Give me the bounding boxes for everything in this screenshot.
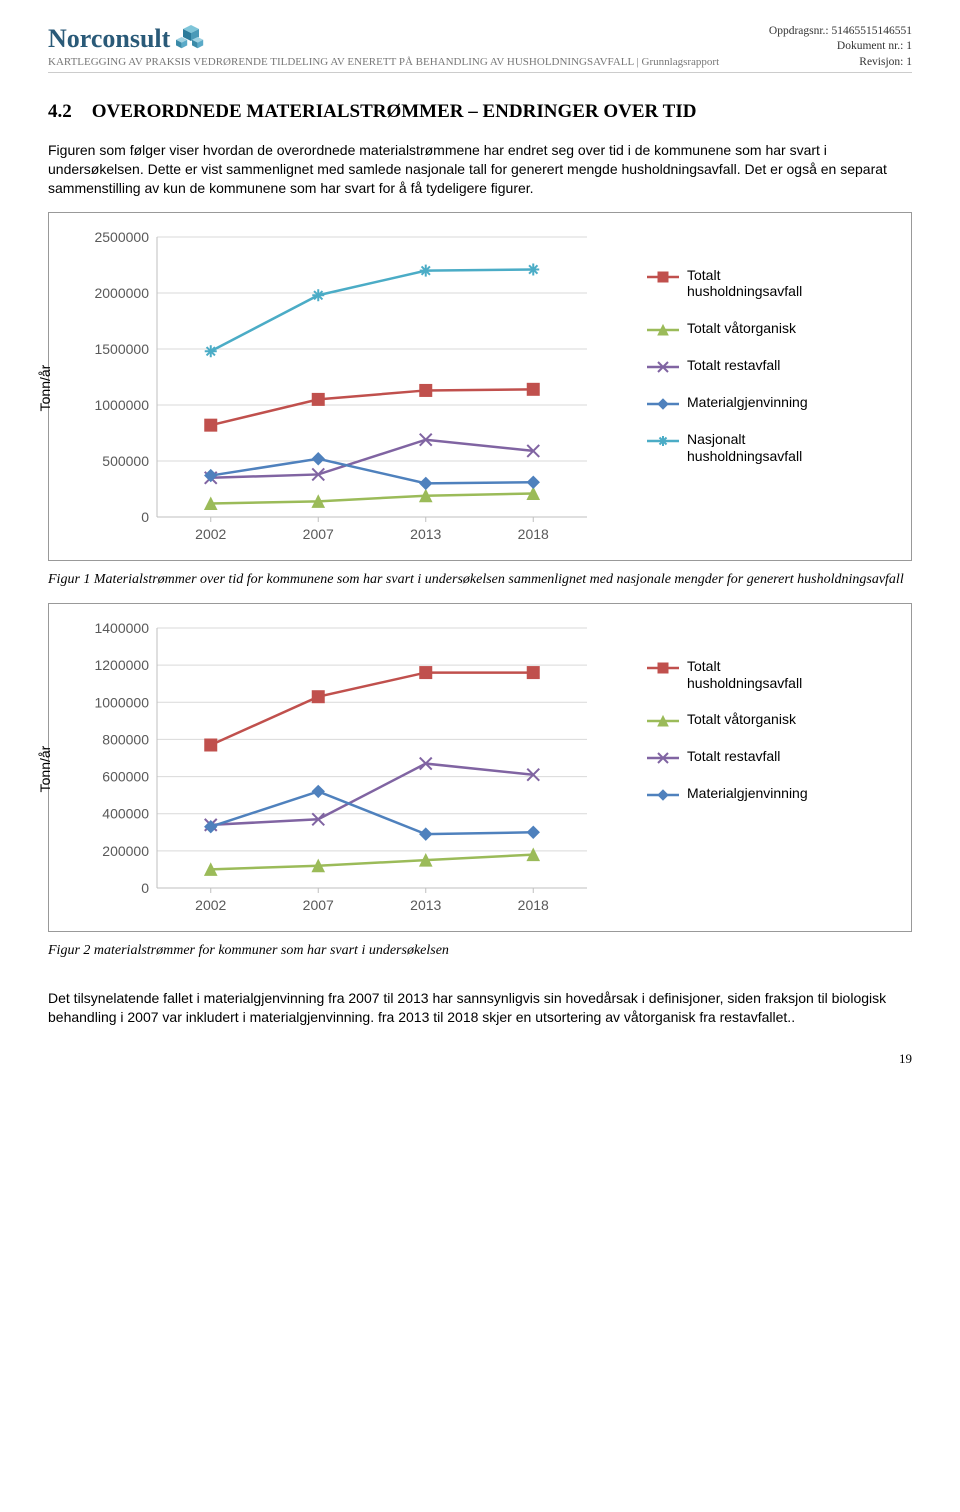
- chart-1-plot: Tonn/år 05000001000000150000020000002500…: [67, 227, 627, 550]
- svg-text:1200000: 1200000: [94, 657, 149, 673]
- svg-text:600000: 600000: [102, 768, 149, 784]
- chart-1-ylabel: Tonn/år: [37, 365, 53, 412]
- svg-text:2500000: 2500000: [94, 229, 149, 245]
- header-subtitle: KARTLEGGING AV PRAKSIS VEDRØRENDE TILDEL…: [48, 56, 719, 68]
- chart-2-ylabel: Tonn/år: [37, 746, 53, 793]
- legend-item: Totalt våtorganisk: [647, 320, 827, 337]
- legend-item: Totalt våtorganisk: [647, 711, 827, 728]
- svg-text:0: 0: [141, 509, 149, 525]
- svg-text:1000000: 1000000: [94, 397, 149, 413]
- logo: Norconsult: [48, 24, 206, 54]
- svg-text:2007: 2007: [303, 897, 334, 913]
- svg-text:2018: 2018: [518, 897, 549, 913]
- section-number: 4.2: [48, 101, 72, 122]
- section-heading: 4.2 OVERORDNEDE MATERIALSTRØMMER – ENDRIN…: [48, 101, 912, 123]
- svg-text:2002: 2002: [195, 526, 226, 542]
- chart-1-container: Tonn/år 05000001000000150000020000002500…: [48, 212, 912, 561]
- chart-2-legend: Totalt husholdningsavfall Totalt våtorga…: [647, 618, 827, 803]
- svg-text:400000: 400000: [102, 806, 149, 822]
- figure-2-caption: Figur 2 materialstrømmer for kommuner so…: [48, 942, 912, 960]
- svg-text:2013: 2013: [410, 897, 441, 913]
- svg-text:1500000: 1500000: [94, 341, 149, 357]
- legend-item: Materialgjenvinning: [647, 394, 827, 411]
- legend-item: Totalt husholdningsavfall: [647, 267, 827, 301]
- svg-text:200000: 200000: [102, 843, 149, 859]
- logo-text: Norconsult: [48, 24, 170, 54]
- legend-label: Totalt restavfall: [687, 748, 780, 765]
- svg-text:500000: 500000: [102, 453, 149, 469]
- svg-text:2000000: 2000000: [94, 285, 149, 301]
- intro-paragraph: Figuren som følger viser hvordan de over…: [48, 141, 912, 198]
- legend-label: Totalt våtorganisk: [687, 711, 796, 728]
- header-rule: [48, 72, 912, 73]
- figure-1-caption: Figur 1 Materialstrømmer over tid for ko…: [48, 571, 912, 589]
- legend-label: Materialgjenvinning: [687, 394, 808, 411]
- legend-item: Nasjonalt husholdningsavfall: [647, 431, 827, 465]
- legend-label: Materialgjenvinning: [687, 785, 808, 802]
- legend-label: Totalt restavfall: [687, 357, 780, 374]
- svg-text:2002: 2002: [195, 897, 226, 913]
- legend-item: Totalt restavfall: [647, 357, 827, 374]
- dokument-nr: Dokument nr.: 1: [769, 39, 912, 54]
- legend-item: Materialgjenvinning: [647, 785, 827, 802]
- chart-1-legend: Totalt husholdningsavfall Totalt våtorga…: [647, 227, 827, 465]
- chart-2-container: Tonn/år 02000004000006000008000001000000…: [48, 603, 912, 932]
- closing-paragraph: Det tilsynelatende fallet i materialgjen…: [48, 989, 912, 1027]
- header-meta: Oppdragsnr.: 51465515146551 Dokument nr.…: [769, 24, 912, 54]
- page-number: 19: [48, 1051, 912, 1067]
- chart-2-plot: Tonn/år 02000004000006000008000001000000…: [67, 618, 627, 921]
- legend-item: Totalt restavfall: [647, 748, 827, 765]
- section-title-text: OVERORDNEDE MATERIALSTRØMMER – ENDRINGER…: [92, 101, 697, 122]
- legend-label: Totalt husholdningsavfall: [687, 658, 827, 692]
- legend-label: Nasjonalt husholdningsavfall: [687, 431, 827, 465]
- page-header: Norconsult Op: [48, 24, 912, 54]
- legend-label: Totalt husholdningsavfall: [687, 267, 827, 301]
- logo-icon: [176, 25, 206, 53]
- svg-text:1400000: 1400000: [94, 620, 149, 636]
- svg-text:800000: 800000: [102, 731, 149, 747]
- svg-text:0: 0: [141, 880, 149, 896]
- legend-item: Totalt husholdningsavfall: [647, 658, 827, 692]
- svg-text:1000000: 1000000: [94, 694, 149, 710]
- revisjon: Revisjon: 1: [859, 55, 912, 70]
- svg-text:2013: 2013: [410, 526, 441, 542]
- oppdrag-nr: Oppdragsnr.: 51465515146551: [769, 24, 912, 39]
- svg-text:2018: 2018: [518, 526, 549, 542]
- legend-label: Totalt våtorganisk: [687, 320, 796, 337]
- svg-text:2007: 2007: [303, 526, 334, 542]
